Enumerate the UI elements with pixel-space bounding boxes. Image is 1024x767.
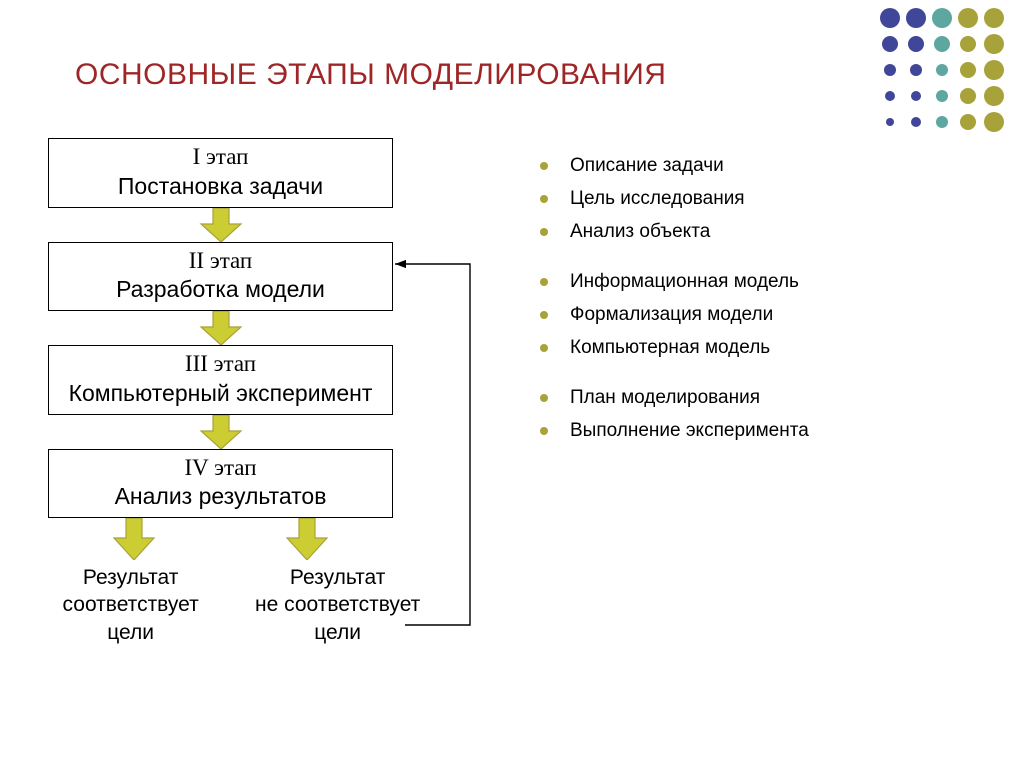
result-row: Результат соответствует цели Результат н…	[30, 560, 430, 646]
stage-num: I этап	[49, 143, 392, 172]
down-arrow-icon	[48, 311, 393, 345]
stage-box-2: II этап Разработка модели	[48, 242, 393, 312]
result-line: не соответствует	[255, 593, 420, 616]
page-title: ОСНОВНЫЕ ЭТАПЫ МОДЕЛИРОВАНИЯ	[75, 58, 666, 92]
stage-num: III этап	[49, 350, 392, 379]
bullet-list: Описание задачи Цель исследования Анализ о…	[540, 155, 920, 243]
stage-label: Компьютерный эксперимент	[49, 379, 392, 408]
bullet-item: Информационная модель	[540, 271, 920, 293]
result-nomatch: Результат не соответствует цели	[245, 564, 430, 646]
bullet-item: Формализация модели	[540, 304, 920, 326]
bullet-item: Цель исследования	[540, 188, 920, 210]
split-arrows	[48, 518, 393, 560]
stage-box-1: I этап Постановка задачи	[48, 138, 393, 208]
bullet-list: Информационная модель Формализация модели…	[540, 271, 920, 359]
flowchart: I этап Постановка задачи II этап Разрабо…	[30, 138, 430, 646]
stage-box-4: IV этап Анализ результатов	[48, 449, 393, 519]
bullet-item: План моделирования	[540, 387, 920, 409]
result-match: Результат соответствует цели	[48, 564, 213, 646]
down-arrow-icon	[48, 208, 393, 242]
result-line: Результат	[290, 566, 386, 589]
bullet-group-3: План моделирования Выполнение эксперимент…	[540, 387, 920, 442]
bullet-group-1: Описание задачи Цель исследования Анализ о…	[540, 155, 920, 243]
bullet-item: Анализ объекта	[540, 221, 920, 243]
decorative-dot-matrix	[878, 6, 1008, 136]
stage-box-3: III этап Компьютерный эксперимент	[48, 345, 393, 415]
result-line: цели	[107, 621, 154, 644]
result-line: цели	[314, 621, 361, 644]
result-line: Результат	[83, 566, 179, 589]
bullet-list: План моделирования Выполнение эксперимент…	[540, 387, 920, 442]
bullet-item: Описание задачи	[540, 155, 920, 177]
bullet-group-2: Информационная модель Формализация модели…	[540, 271, 920, 359]
bullet-panel: Описание задачи Цель исследования Анализ о…	[540, 155, 920, 470]
down-arrow-icon	[48, 415, 393, 449]
stage-label: Постановка задачи	[49, 172, 392, 201]
bullet-item: Компьютерная модель	[540, 337, 920, 359]
down-arrow-icon	[112, 518, 156, 560]
stage-num: II этап	[49, 247, 392, 276]
stage-label: Анализ результатов	[49, 482, 392, 511]
stage-num: IV этап	[49, 454, 392, 483]
result-line: соответствует	[63, 593, 199, 616]
bullet-item: Выполнение эксперимента	[540, 420, 920, 442]
down-arrow-icon	[285, 518, 329, 560]
stage-label: Разработка модели	[49, 275, 392, 304]
